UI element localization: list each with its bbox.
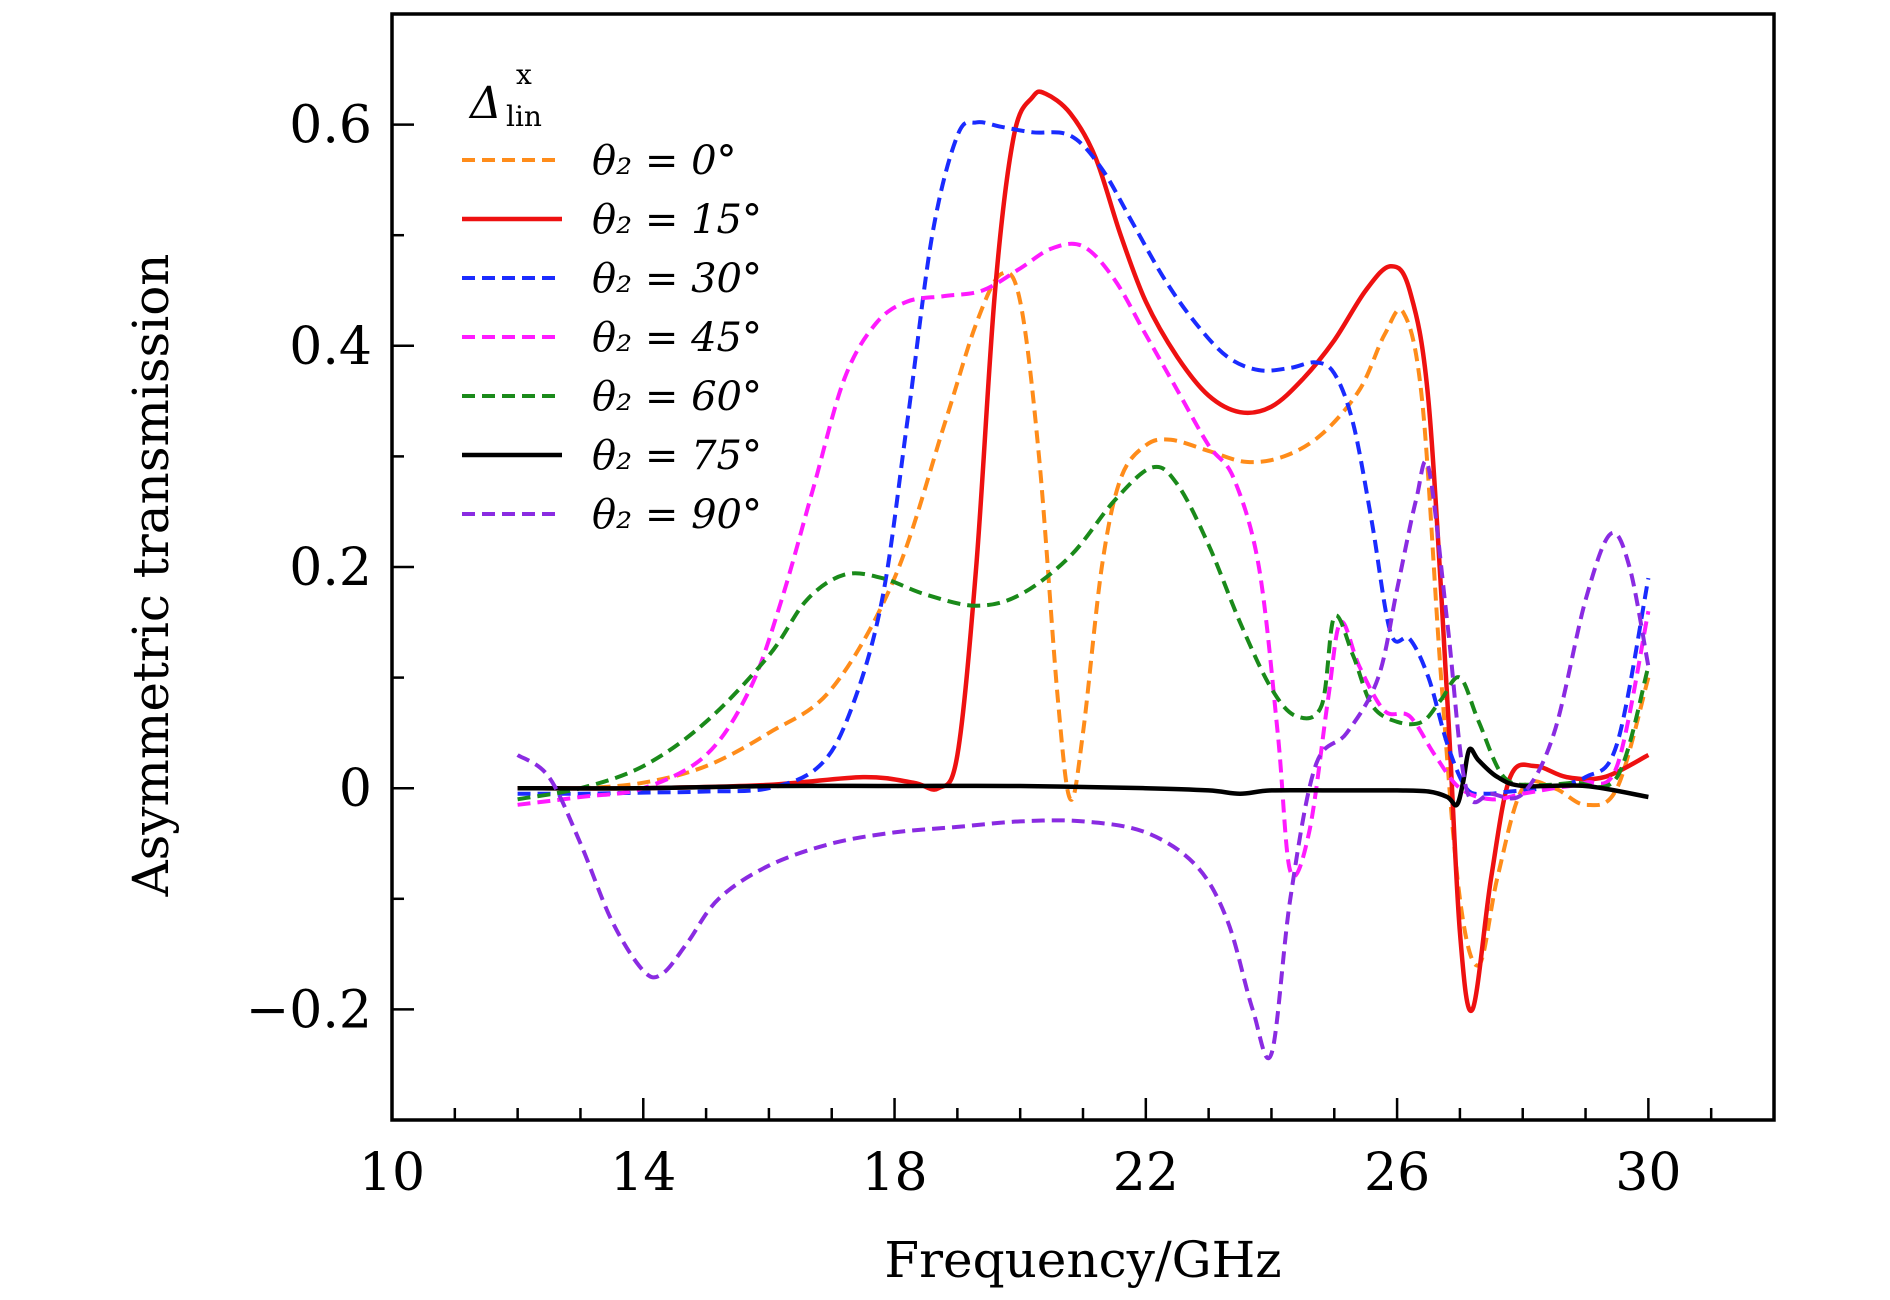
x-tick-label: 30 [1615, 1143, 1681, 1203]
series-line-5 [517, 746, 1649, 808]
legend-label-3: θ₂ = 45° [592, 315, 762, 361]
series-line-3 [517, 241, 1651, 879]
legend-title-subscript: lin [506, 100, 542, 133]
y-tick-label: −0.2 [246, 980, 372, 1040]
series-line-4 [517, 464, 1651, 802]
x-axis-title: Frequency/GHz [884, 1231, 1281, 1289]
legend-entries: θ₂ = 0° θ₂ = 15° θ₂ = 30° θ₂ = 45° θ₂ = 60° θ… [462, 138, 762, 538]
legend-title-superscript: x [516, 58, 532, 91]
x-tick-label: 26 [1364, 1143, 1430, 1203]
legend-label-5: θ₂ = 75° [592, 433, 762, 479]
legend-label-0: θ₂ = 0° [592, 138, 737, 184]
y-axis-title: Asymmetric transmission [122, 254, 180, 898]
y-tick-label: 0 [339, 759, 372, 819]
x-tick-label: 10 [359, 1143, 425, 1203]
y-tick-label: 0.4 [289, 317, 372, 377]
legend-label-4: θ₂ = 60° [592, 374, 762, 420]
legend-title: Δ [468, 78, 502, 129]
series-line-1 [517, 89, 1650, 1014]
x-tick-label: 14 [610, 1143, 676, 1203]
legend: Δ x lin θ₂ = 0°θ₂ = 15°θ₂ = 30°θ₂ = 45°θ… [462, 58, 762, 538]
legend-label-6: θ₂ = 90° [592, 492, 762, 538]
y-tick-label: 0.2 [289, 538, 372, 598]
axes-layer: 10 14 18 22 26 30 −0.2 0 0.2 0.4 0.6 [246, 12, 1776, 1203]
series-line-0 [517, 270, 1651, 968]
x-tick-label: 18 [861, 1143, 927, 1203]
x-tick-label: 22 [1113, 1143, 1179, 1203]
legend-label-2: θ₂ = 30° [592, 256, 762, 302]
legend-label-1: θ₂ = 15° [592, 197, 762, 243]
y-tick-label: 0.6 [289, 96, 372, 156]
series-layer [516, 89, 1651, 1061]
